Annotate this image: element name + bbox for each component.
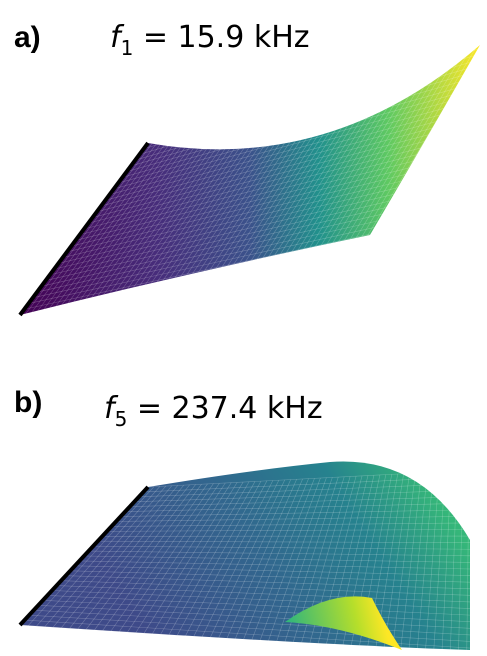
- figure: a) f1 = 15.9 kHz b) f5 = 237.4 kHz: [0, 0, 487, 656]
- freq-value: = 15.9 kHz: [133, 20, 309, 55]
- freq-subscript: 1: [121, 36, 134, 60]
- surface-a: [20, 40, 487, 315]
- freq-subscript: 5: [115, 407, 128, 431]
- freq-value: = 237.4 kHz: [127, 391, 322, 426]
- panel-label: a): [14, 21, 41, 54]
- surface-b: [20, 461, 475, 655]
- panel-title: f5 = 237.4 kHz: [104, 391, 323, 431]
- panel-title: f1 = 15.9 kHz: [110, 20, 310, 60]
- panel-label: b): [14, 386, 42, 419]
